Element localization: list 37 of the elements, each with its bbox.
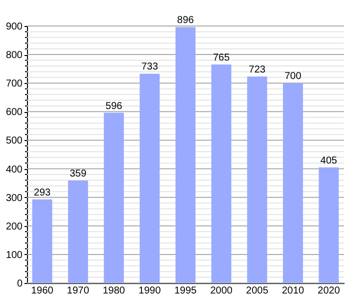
y-tick-label: 0 — [16, 278, 23, 290]
data-label: 765 — [212, 52, 230, 64]
x-tick-label: 1970 — [66, 286, 90, 296]
x-tick-label: 1990 — [138, 286, 162, 296]
bar — [32, 199, 52, 283]
data-label: 723 — [248, 64, 266, 76]
bar — [282, 83, 303, 283]
x-tick-label: 2020 — [318, 286, 340, 296]
y-tick-label: 100 — [6, 250, 23, 261]
bar — [318, 167, 339, 283]
y-tick-label: 600 — [6, 107, 23, 118]
data-label: 359 — [70, 168, 87, 180]
data-label: 700 — [284, 71, 302, 82]
y-tick-label: 400 — [6, 164, 23, 176]
y-tick-label: 900 — [6, 22, 23, 32]
bar — [211, 64, 232, 283]
bar — [68, 180, 88, 283]
y-tick-label: 700 — [6, 78, 23, 90]
x-tick-label: 1960 — [31, 286, 54, 296]
y-tick-label: 800 — [6, 50, 23, 62]
data-label: 733 — [141, 62, 158, 73]
x-tick-label: 1980 — [102, 286, 126, 296]
bar — [104, 112, 124, 283]
x-tick-label: 1995 — [174, 286, 198, 296]
bar — [140, 74, 160, 283]
data-label: 596 — [106, 100, 123, 112]
data-label: 293 — [34, 187, 51, 198]
y-tick-label: 300 — [6, 192, 23, 204]
y-tick-label: 200 — [6, 221, 23, 232]
x-tick-label: 2000 — [210, 286, 233, 296]
data-label: 896 — [177, 15, 194, 26]
data-label: 405 — [320, 155, 338, 166]
y-tick-label: 500 — [6, 136, 23, 147]
bar — [176, 27, 196, 283]
x-tick-label: 2005 — [246, 286, 269, 296]
bar — [247, 76, 268, 283]
x-tick-label: 2010 — [282, 286, 305, 296]
